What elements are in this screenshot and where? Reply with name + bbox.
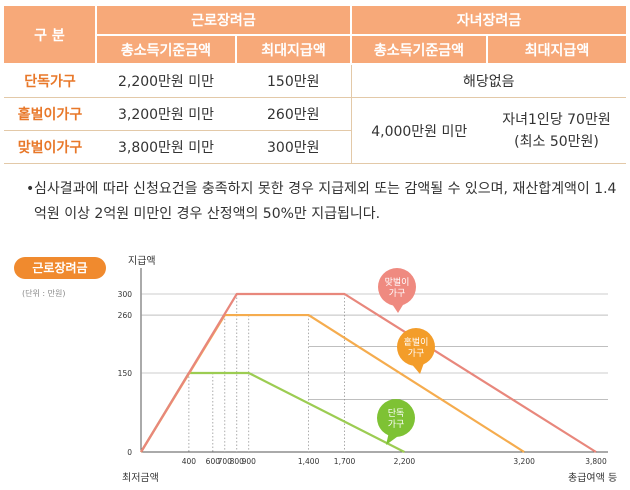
table-row: 맞벌이가구 3,800만원 미만 300만원 — [4, 130, 626, 164]
header-group-work: 근로장려금 — [96, 6, 352, 36]
chart-title-pill — [14, 257, 106, 279]
chart-lines — [140, 292, 597, 453]
callout-one: 홑벌이가구 — [397, 328, 435, 374]
header-group-child: 자녀장려금 — [351, 6, 626, 36]
benefit-table-section: 구 분 근로장려금 자녀장려금 총소득기준금액 최대지급액 총소득기준금액 최대… — [0, 0, 630, 170]
chart-grid — [140, 268, 608, 453]
table-row: 단독가구 2,200만원 미만 150만원 해당없음 — [4, 64, 626, 98]
x-axis-label-left: 최저금액 — [122, 472, 159, 484]
callout-single: 단독가구 — [377, 399, 415, 445]
row-label: 맞벌이가구 — [4, 130, 96, 164]
row-max: 300만원 — [236, 130, 351, 164]
x-axis-label-right: 총급여액 등 — [568, 472, 617, 484]
y-tick-label: 150 — [118, 369, 133, 378]
child-max: 자녀1인당 70만원 (최소 50만원) — [487, 97, 626, 164]
callout-label: 가구 — [389, 288, 406, 299]
chart-labels: 근로장려금 (단위 : 만원) 지급액 최저금액 총급여액 등 — [14, 255, 617, 484]
row-income: 3,200만원 미만 — [96, 97, 236, 131]
row-income: 2,200만원 미만 — [96, 64, 236, 98]
callout-label: 가구 — [408, 348, 425, 359]
subheader-child-max: 최대지급액 — [487, 35, 626, 65]
y-axis-label: 지급액 — [128, 255, 156, 267]
bullet-icon: • — [26, 181, 35, 197]
notice-body: 심사결과에 따라 신청요건을 충족하지 못한 경우 지급제외 또는 감액될 수 … — [34, 181, 617, 222]
chart-title: 근로장려금 — [32, 260, 87, 275]
chart-unit: (단위 : 만원) — [22, 288, 65, 298]
child-max-line1: 자녀1인당 70만원 — [502, 111, 611, 128]
callout-bubble — [378, 268, 416, 306]
row-max: 150만원 — [236, 64, 351, 98]
row-income: 3,800만원 미만 — [96, 130, 236, 164]
x-tick-label: 2,200 — [394, 457, 416, 466]
series-line-two — [140, 292, 597, 453]
header-category: 구 분 — [4, 6, 97, 65]
benefit-table: 구 분 근로장려금 자녀장려금 총소득기준금액 최대지급액 총소득기준금액 최대… — [4, 6, 626, 164]
x-tick-label: 1,400 — [298, 457, 320, 466]
x-tick-label: 700 — [218, 457, 233, 466]
callout-label: 맞벌이 — [385, 276, 410, 288]
x-tick-label: 3,200 — [513, 457, 535, 466]
callout-label: 가구 — [388, 419, 405, 430]
row-label: 홑벌이가구 — [4, 97, 96, 131]
x-tick-label: 900 — [242, 457, 257, 466]
table-row: 홑벌이가구 3,200만원 미만 260만원 4,000만원 미만 자녀1인당 … — [4, 97, 626, 164]
x-tick-label: 400 — [182, 457, 197, 466]
notice-text: • 심사결과에 따라 신청요건을 충족하지 못한 경우 지급제외 또는 감액될 … — [26, 177, 624, 227]
y-tick-label: 260 — [118, 311, 133, 320]
callout-label: 단독 — [388, 408, 405, 419]
child-income: 4,000만원 미만 — [350, 97, 487, 164]
subheader-work-income: 총소득기준금액 — [96, 35, 237, 65]
x-tick-label: 3,800 — [585, 457, 607, 466]
row-label: 단독가구 — [4, 64, 96, 98]
subheader-work-max: 최대지급액 — [236, 35, 352, 65]
child-max-line2: (최소 50만원) — [514, 133, 599, 150]
series-line-one — [140, 313, 525, 453]
row-max: 260만원 — [236, 97, 351, 131]
callout-bubble — [377, 399, 415, 437]
child-not-applicable: 해당없음 — [350, 64, 626, 98]
callout-label: 홑벌이 — [404, 336, 429, 348]
x-tick-label: 600 — [206, 457, 221, 466]
callout-two: 맞벌이가구 — [378, 268, 416, 313]
y-tick-label: 300 — [118, 290, 133, 299]
x-tick-label: 1,700 — [334, 457, 356, 466]
callout-bubble — [397, 328, 435, 366]
x-tick-label: 800 — [230, 457, 245, 466]
subheader-child-income: 총소득기준금액 — [351, 35, 488, 65]
y-tick-label: 0 — [127, 448, 132, 457]
